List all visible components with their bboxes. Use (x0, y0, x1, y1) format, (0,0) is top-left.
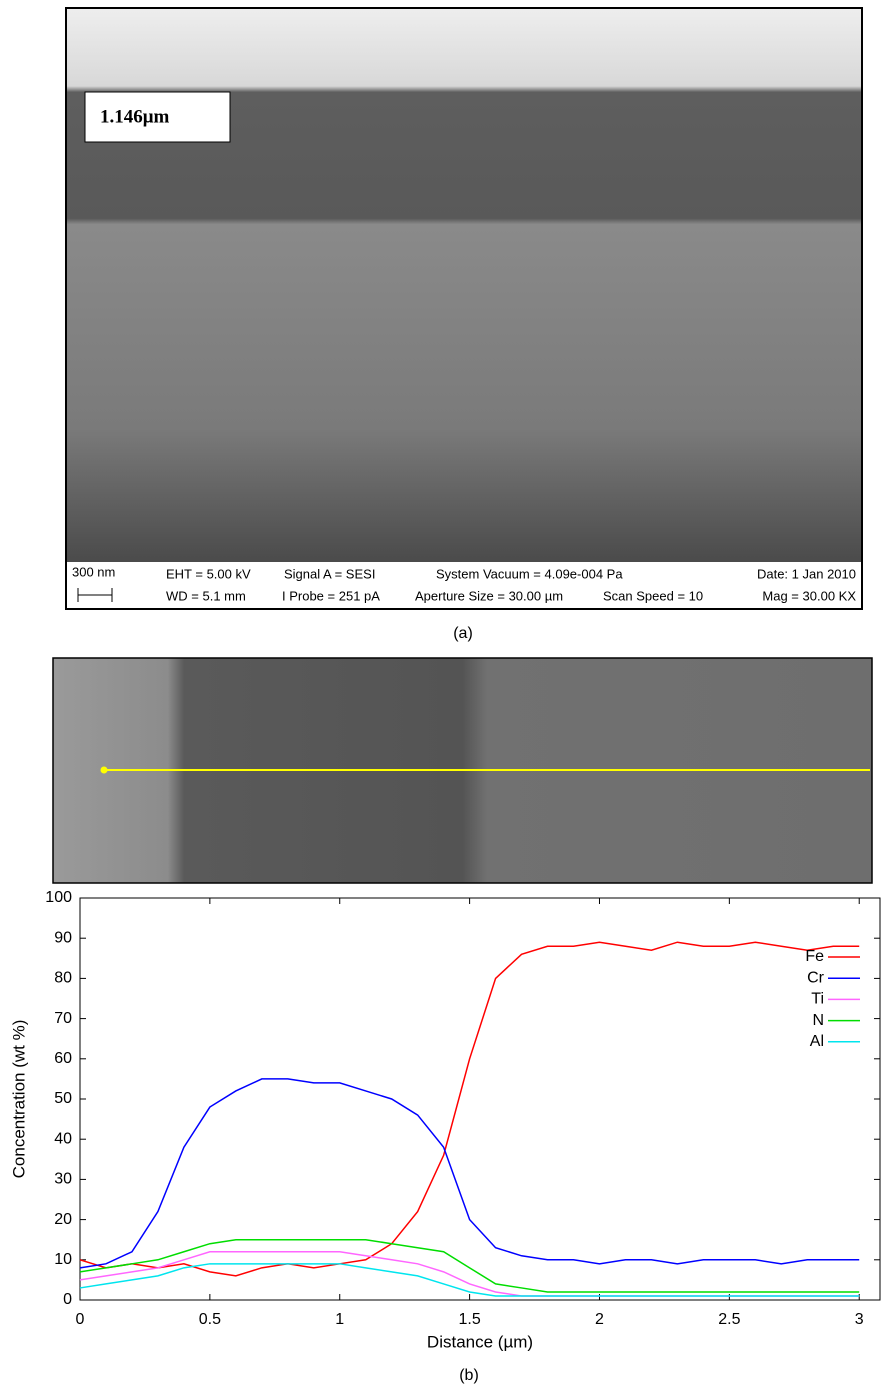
plot-frame (79, 897, 881, 1301)
series-line (79, 1263, 860, 1297)
y-tick-label: 70 (54, 1010, 72, 1027)
info: EHT = 5.00 kV (166, 566, 251, 581)
scan-start (100, 766, 108, 774)
info: Mag = 30.00 KX (762, 588, 856, 603)
y-tick-label: 30 (54, 1171, 72, 1188)
x-tick-label: 2.5 (718, 1311, 740, 1328)
series-line (79, 941, 860, 1277)
legend-label: Fe (805, 948, 824, 965)
info: System Vacuum = 4.09e-004 Pa (436, 566, 623, 581)
sem-info-bar (67, 562, 861, 608)
thickness-label: 1.146μm (100, 106, 170, 127)
x-tick-label: 0.5 (199, 1311, 221, 1328)
scale-bar-label: 300 nm (72, 564, 115, 579)
y-tick-label: 40 (54, 1130, 72, 1147)
y-tick-label: 0 (63, 1291, 72, 1308)
info: Date: 1 Jan 2010 (757, 566, 856, 581)
x-tick-label: 2 (595, 1311, 604, 1328)
caption: (b) (459, 1367, 479, 1384)
info: WD = 5.1 mm (166, 588, 246, 603)
legend-label: Al (810, 1033, 824, 1050)
y-tick-label: 80 (54, 970, 72, 987)
caption: (a) (453, 625, 473, 642)
series-line (79, 1251, 860, 1297)
y-axis-label: Concentration (wt %) (9, 1020, 28, 1179)
y-tick-label: 60 (54, 1050, 72, 1067)
y-tick-label: 50 (54, 1090, 72, 1107)
y-tick-label: 10 (54, 1251, 72, 1268)
info: Signal A = SESI (284, 566, 375, 581)
y-tick-label: 100 (45, 889, 72, 906)
x-axis-label: Distance (µm) (427, 1332, 533, 1351)
y-tick-label: 20 (54, 1211, 72, 1228)
thickness-box (84, 91, 231, 143)
legend-label: Ti (811, 991, 824, 1008)
info: Scan Speed = 10 (603, 588, 703, 603)
legend-label: N (812, 1012, 824, 1029)
info: Aperture Size = 30.00 µm (415, 588, 563, 603)
x-tick-label: 0 (76, 1311, 85, 1328)
series-line (79, 1238, 860, 1293)
info: I Probe = 251 pA (282, 588, 380, 603)
x-tick-label: 1.5 (458, 1311, 480, 1328)
x-tick-label: 1 (335, 1311, 344, 1328)
y-tick-label: 90 (54, 929, 72, 946)
legend-label: Cr (807, 969, 825, 986)
x-tick-label: 3 (855, 1311, 864, 1328)
series-line (79, 1078, 860, 1269)
scale-bar (77, 588, 113, 602)
